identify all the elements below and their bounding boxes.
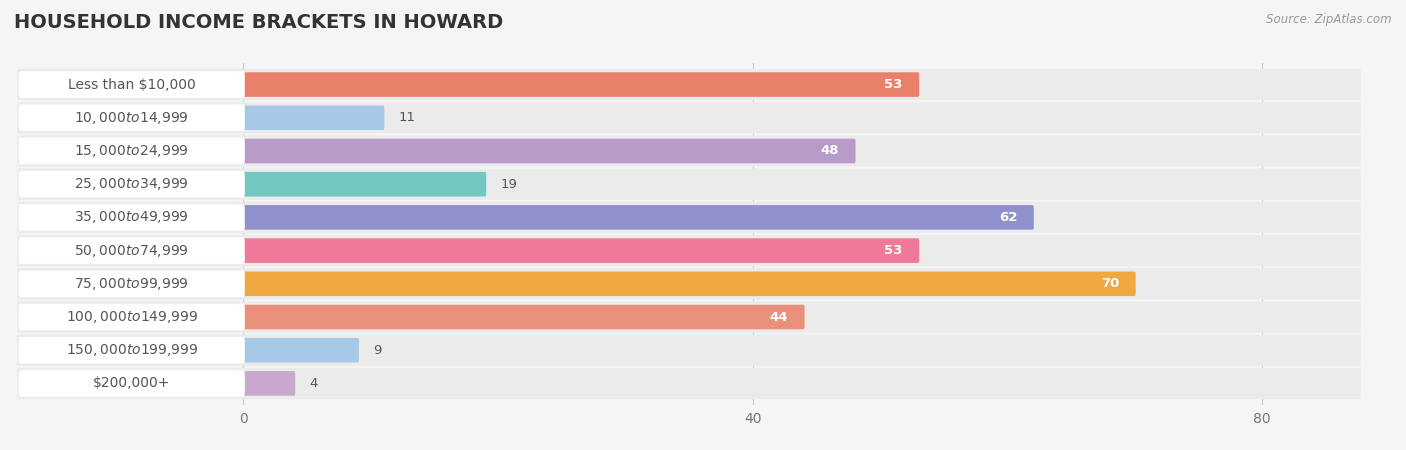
FancyBboxPatch shape — [242, 172, 486, 197]
FancyBboxPatch shape — [18, 237, 245, 264]
Text: Source: ZipAtlas.com: Source: ZipAtlas.com — [1267, 14, 1392, 27]
Text: $200,000+: $200,000+ — [93, 376, 170, 391]
Text: $100,000 to $149,999: $100,000 to $149,999 — [66, 309, 198, 325]
FancyBboxPatch shape — [17, 268, 1361, 299]
Text: 48: 48 — [821, 144, 839, 158]
Text: $150,000 to $199,999: $150,000 to $199,999 — [66, 342, 198, 358]
FancyBboxPatch shape — [17, 335, 1361, 366]
FancyBboxPatch shape — [18, 204, 245, 231]
FancyBboxPatch shape — [18, 171, 245, 198]
FancyBboxPatch shape — [18, 370, 245, 397]
FancyBboxPatch shape — [18, 337, 245, 364]
FancyBboxPatch shape — [18, 71, 245, 98]
FancyBboxPatch shape — [242, 238, 920, 263]
FancyBboxPatch shape — [18, 304, 245, 330]
FancyBboxPatch shape — [242, 105, 384, 130]
FancyBboxPatch shape — [17, 169, 1361, 200]
FancyBboxPatch shape — [242, 72, 920, 97]
FancyBboxPatch shape — [242, 305, 804, 329]
Text: 4: 4 — [309, 377, 318, 390]
FancyBboxPatch shape — [242, 271, 1136, 296]
FancyBboxPatch shape — [17, 202, 1361, 233]
Text: 53: 53 — [884, 78, 903, 91]
Text: HOUSEHOLD INCOME BRACKETS IN HOWARD: HOUSEHOLD INCOME BRACKETS IN HOWARD — [14, 14, 503, 32]
FancyBboxPatch shape — [17, 102, 1361, 133]
FancyBboxPatch shape — [18, 138, 245, 164]
Text: $15,000 to $24,999: $15,000 to $24,999 — [75, 143, 190, 159]
Text: Less than $10,000: Less than $10,000 — [67, 77, 195, 92]
FancyBboxPatch shape — [242, 205, 1033, 230]
Text: 9: 9 — [373, 344, 381, 357]
FancyBboxPatch shape — [17, 235, 1361, 266]
Text: $25,000 to $34,999: $25,000 to $34,999 — [75, 176, 190, 192]
Text: 11: 11 — [399, 111, 416, 124]
Text: 19: 19 — [501, 178, 517, 191]
FancyBboxPatch shape — [17, 368, 1361, 399]
Text: 62: 62 — [1000, 211, 1018, 224]
Text: $10,000 to $14,999: $10,000 to $14,999 — [75, 110, 190, 126]
FancyBboxPatch shape — [17, 135, 1361, 166]
FancyBboxPatch shape — [242, 338, 359, 363]
FancyBboxPatch shape — [18, 104, 245, 131]
Text: $75,000 to $99,999: $75,000 to $99,999 — [75, 276, 190, 292]
FancyBboxPatch shape — [242, 139, 855, 163]
FancyBboxPatch shape — [242, 371, 295, 396]
Text: 70: 70 — [1101, 277, 1119, 290]
Text: 44: 44 — [769, 310, 789, 324]
Text: 53: 53 — [884, 244, 903, 257]
Text: $50,000 to $74,999: $50,000 to $74,999 — [75, 243, 190, 259]
Text: $35,000 to $49,999: $35,000 to $49,999 — [75, 209, 190, 225]
FancyBboxPatch shape — [18, 270, 245, 297]
FancyBboxPatch shape — [17, 69, 1361, 100]
FancyBboxPatch shape — [17, 302, 1361, 333]
